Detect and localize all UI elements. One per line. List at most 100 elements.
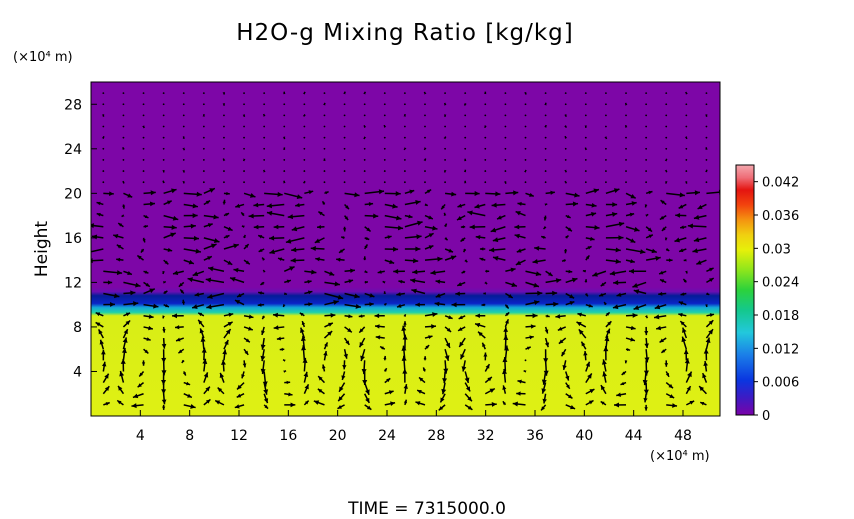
wind-vector	[303, 159, 306, 161]
wind-vector	[679, 225, 687, 229]
wind-vector	[222, 103, 226, 106]
wind-vector	[291, 247, 305, 253]
wind-vector	[565, 393, 573, 399]
wind-vector	[545, 301, 559, 307]
wind-vector	[117, 385, 125, 395]
wind-vector	[624, 124, 628, 128]
wind-vector	[502, 368, 508, 383]
wind-vector	[344, 314, 353, 319]
wind-vector	[605, 159, 607, 161]
wind-vector	[697, 203, 707, 210]
wind-vector	[303, 113, 306, 117]
wind-vector	[483, 292, 486, 295]
wind-vector	[344, 292, 360, 299]
wind-vector	[605, 328, 611, 339]
wind-vector	[183, 248, 202, 254]
wind-vector	[203, 372, 209, 383]
wind-vector	[122, 204, 126, 209]
wind-vector	[302, 91, 306, 95]
wind-vector	[524, 147, 527, 150]
wind-vector	[461, 360, 467, 372]
wind-vector	[545, 278, 562, 284]
wind-vector	[705, 328, 714, 339]
y-tick-label: 28	[64, 97, 82, 113]
wind-vector	[541, 371, 547, 385]
wind-vector	[383, 367, 388, 372]
wind-vector	[202, 114, 205, 117]
wind-vector	[659, 278, 667, 284]
wind-vector	[544, 203, 548, 206]
wind-vector	[283, 180, 286, 184]
wind-vector	[645, 190, 653, 195]
colorbar-tick-label: 0	[762, 409, 770, 424]
wind-vector	[117, 222, 124, 228]
wind-vector	[263, 393, 269, 404]
wind-vector	[705, 114, 708, 117]
wind-vector	[243, 170, 245, 172]
wind-vector	[665, 147, 668, 150]
wind-vector	[515, 210, 526, 217]
wind-vector	[475, 313, 486, 319]
wind-vector	[243, 243, 250, 250]
wind-vector	[685, 385, 692, 395]
wind-vector	[461, 270, 466, 274]
wind-vector	[492, 237, 506, 243]
wind-vector	[403, 125, 406, 128]
wind-vector	[223, 114, 225, 117]
wind-vector	[262, 113, 266, 117]
wind-vector	[644, 326, 649, 336]
wind-vector	[201, 347, 207, 361]
wind-vector	[504, 103, 507, 106]
wind-vector	[665, 136, 668, 139]
wind-vector	[584, 293, 589, 297]
wind-vector	[96, 201, 104, 206]
wind-vector	[683, 349, 689, 361]
wind-vector	[481, 342, 486, 350]
wind-vector	[564, 248, 568, 254]
wind-vector	[234, 404, 245, 409]
wind-vector	[562, 360, 567, 371]
wind-vector	[424, 232, 434, 239]
wind-vector	[525, 281, 540, 288]
wind-vector	[474, 322, 486, 328]
wind-vector	[240, 211, 245, 217]
wind-vector	[263, 159, 266, 161]
wind-vector	[163, 214, 179, 221]
wind-vector	[323, 181, 326, 184]
wind-vector	[384, 235, 392, 239]
wind-vector	[384, 259, 395, 264]
wind-vector	[279, 347, 285, 351]
wind-vector	[97, 329, 104, 339]
wind-vector	[444, 181, 446, 184]
wind-vector	[203, 398, 211, 406]
wind-vector	[514, 224, 526, 230]
wind-vector	[645, 159, 648, 161]
wind-vector	[163, 188, 177, 195]
wind-vector	[258, 291, 265, 295]
wind-vector	[403, 114, 406, 117]
wind-vector	[616, 392, 627, 397]
wind-vector	[625, 313, 638, 318]
wind-vector	[403, 136, 406, 139]
wind-vector	[565, 269, 573, 274]
wind-vector	[430, 270, 446, 276]
wind-vector	[625, 337, 636, 342]
wind-vector	[285, 237, 305, 244]
wind-vector	[645, 234, 654, 239]
wind-vector	[323, 136, 326, 139]
wind-vector	[234, 299, 245, 306]
wind-vector	[384, 390, 394, 395]
colorbar-tick-label: 0.042	[762, 176, 799, 191]
wind-vector	[645, 114, 648, 117]
wind-vector	[524, 159, 527, 161]
wind-vector	[580, 341, 587, 350]
wind-vector	[505, 267, 516, 273]
wind-vector	[197, 319, 205, 328]
y-tick-label: 8	[73, 320, 82, 336]
wind-vector	[664, 237, 668, 241]
wind-vector	[178, 281, 185, 288]
wind-vector	[693, 214, 707, 220]
wind-vector	[675, 213, 687, 218]
wind-vector	[496, 214, 506, 220]
wind-vector	[625, 248, 646, 255]
